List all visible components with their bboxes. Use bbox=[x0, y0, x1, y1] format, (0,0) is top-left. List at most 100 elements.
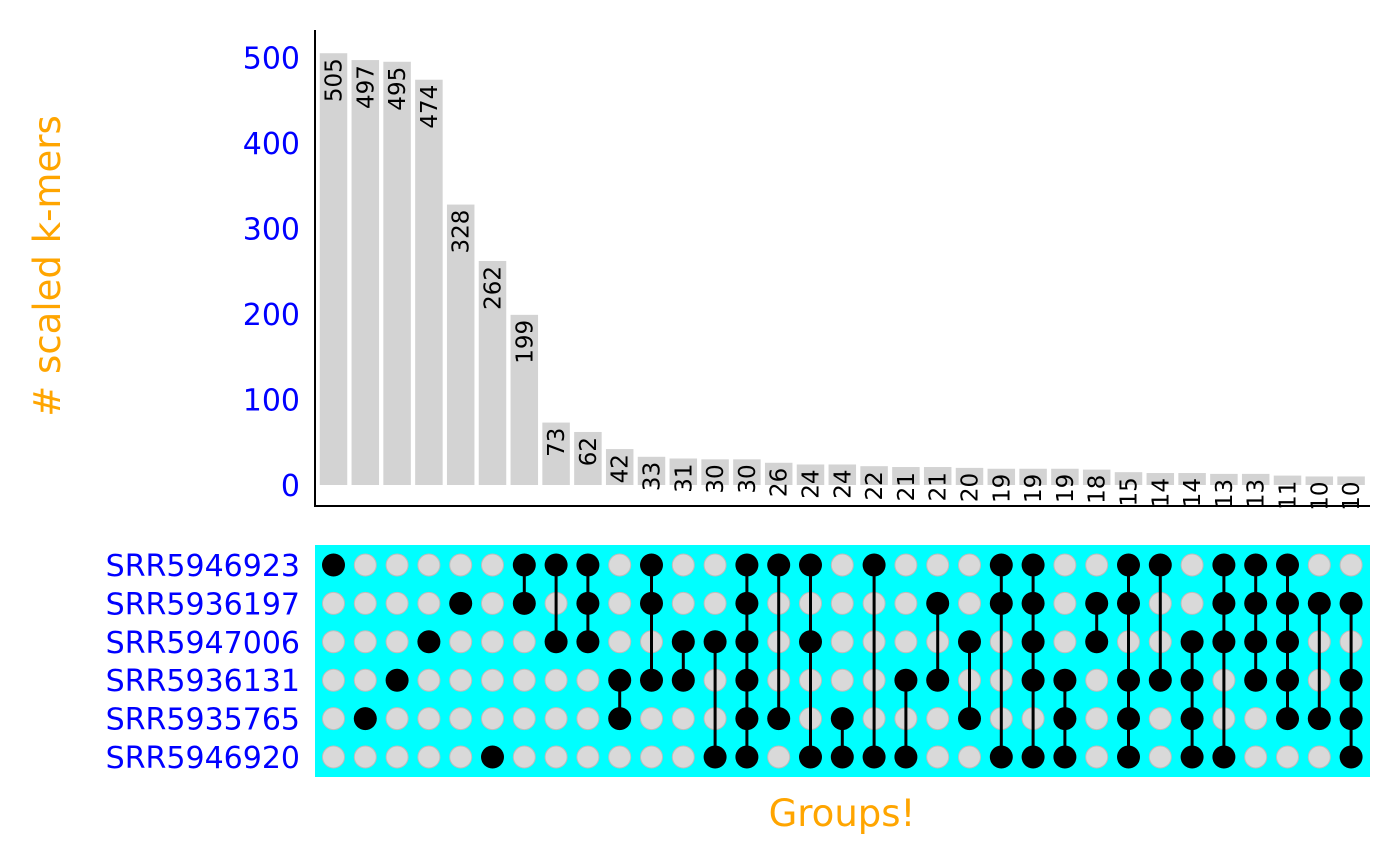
matrix-dot-inactive bbox=[608, 630, 632, 654]
y-tick-label: 300 bbox=[243, 213, 300, 248]
matrix-dot-inactive bbox=[417, 591, 441, 615]
matrix-dot-inactive bbox=[926, 553, 950, 577]
matrix-dot-inactive bbox=[544, 707, 568, 731]
bar-value-label: 10 bbox=[1339, 481, 1365, 510]
matrix-dot-active bbox=[926, 668, 950, 692]
matrix-dot-inactive bbox=[608, 591, 632, 615]
matrix-dot-active bbox=[1276, 630, 1299, 654]
matrix-dot-inactive bbox=[894, 553, 918, 577]
matrix-dot-inactive bbox=[449, 707, 473, 731]
matrix-dot-active bbox=[417, 630, 441, 654]
matrix-dot-active bbox=[830, 707, 854, 731]
matrix-dot-inactive bbox=[322, 630, 345, 654]
matrix-dot-inactive bbox=[449, 630, 473, 654]
bar-value-label: 495 bbox=[385, 67, 411, 111]
matrix-dot-active bbox=[958, 707, 981, 731]
matrix-dot-active bbox=[989, 553, 1013, 577]
y-tick-label: 200 bbox=[243, 298, 300, 333]
matrix-dot-active bbox=[353, 707, 377, 731]
set-label: SRR5946920 bbox=[106, 741, 300, 776]
matrix-dot-active bbox=[926, 591, 950, 615]
matrix-dot-active bbox=[1212, 630, 1236, 654]
matrix-dot-inactive bbox=[1276, 745, 1299, 769]
matrix-dot-active bbox=[1117, 745, 1140, 769]
matrix-dot-active bbox=[544, 630, 568, 654]
bar bbox=[574, 431, 602, 485]
matrix-dot-active bbox=[1085, 630, 1109, 654]
matrix-dot-active bbox=[989, 591, 1013, 615]
bar bbox=[542, 422, 570, 485]
matrix-dot-inactive bbox=[894, 630, 918, 654]
matrix-dot-active bbox=[703, 630, 727, 654]
matrix-dot-inactive bbox=[1180, 553, 1204, 577]
matrix-dot-inactive bbox=[830, 591, 854, 615]
matrix-dot-active bbox=[640, 591, 663, 615]
bar-value-label: 13 bbox=[1244, 479, 1270, 508]
set-label: SRR5936197 bbox=[106, 587, 300, 622]
matrix-dot-active bbox=[1053, 668, 1077, 692]
bar-value-label: 11 bbox=[1276, 481, 1302, 510]
set-label: SRR5936131 bbox=[106, 664, 300, 699]
matrix-dot-active bbox=[1307, 707, 1331, 731]
y-tick-label: 500 bbox=[243, 42, 300, 77]
bar-value-label: 18 bbox=[1085, 475, 1111, 504]
matrix-dot-inactive bbox=[1053, 553, 1077, 577]
matrix-dot-active bbox=[1339, 707, 1363, 731]
matrix-dot-active bbox=[1021, 745, 1045, 769]
matrix-dot-active bbox=[512, 591, 536, 615]
bar bbox=[478, 260, 507, 485]
matrix-dot-active bbox=[1117, 668, 1140, 692]
bar bbox=[701, 459, 729, 485]
matrix-dot-inactive bbox=[353, 668, 377, 692]
matrix-dot-active bbox=[735, 630, 759, 654]
matrix-dot-active bbox=[1212, 591, 1236, 615]
bar-value-label: 19 bbox=[989, 474, 1015, 503]
matrix-dot-active bbox=[608, 707, 632, 731]
matrix-dot-active bbox=[767, 553, 791, 577]
matrix-dot-inactive bbox=[926, 707, 950, 731]
matrix-dot-inactive bbox=[958, 553, 981, 577]
bar-value-label: 15 bbox=[1117, 477, 1143, 506]
bar-value-label: 73 bbox=[544, 428, 570, 457]
matrix-dot-inactive bbox=[385, 707, 409, 731]
matrix-dot-active bbox=[1339, 668, 1363, 692]
matrix-dot-active bbox=[735, 553, 759, 577]
matrix-dot-inactive bbox=[322, 745, 345, 769]
matrix-dot-active bbox=[1117, 707, 1140, 731]
matrix-dot-inactive bbox=[481, 553, 504, 577]
bar-value-label: 42 bbox=[608, 454, 634, 483]
bar-value-label: 22 bbox=[862, 471, 888, 500]
set-label: SRR5947006 bbox=[106, 626, 300, 661]
bar bbox=[955, 467, 984, 485]
matrix-dot-inactive bbox=[417, 668, 441, 692]
matrix-dot-inactive bbox=[767, 745, 791, 769]
matrix-dot-active bbox=[1053, 745, 1077, 769]
matrix-dot-active bbox=[958, 630, 981, 654]
matrix-dot-active bbox=[1212, 745, 1236, 769]
matrix-dot-active bbox=[1117, 591, 1140, 615]
bar-value-label: 62 bbox=[576, 437, 602, 466]
matrix-dot-inactive bbox=[830, 668, 854, 692]
matrix-dot-inactive bbox=[1339, 553, 1363, 577]
matrix-dot-inactive bbox=[481, 630, 504, 654]
matrix-dot-inactive bbox=[417, 745, 441, 769]
matrix-dot-inactive bbox=[671, 591, 695, 615]
y-axis-title: # scaled k-mers bbox=[26, 115, 69, 416]
matrix-dot-inactive bbox=[640, 707, 663, 731]
bar-value-label: 19 bbox=[1053, 474, 1079, 503]
bar-value-label: 474 bbox=[417, 85, 443, 129]
matrix-dot-inactive bbox=[385, 553, 409, 577]
bar bbox=[510, 314, 539, 485]
matrix-dot-inactive bbox=[512, 630, 536, 654]
bar-value-label: 262 bbox=[481, 266, 507, 310]
bar bbox=[1273, 475, 1302, 485]
matrix-dot-inactive bbox=[703, 553, 727, 577]
matrix-dot-inactive bbox=[926, 745, 950, 769]
matrix-dot-inactive bbox=[417, 707, 441, 731]
matrix-dot-inactive bbox=[1244, 745, 1268, 769]
matrix-dot-active bbox=[1180, 745, 1204, 769]
matrix-dot-inactive bbox=[576, 745, 600, 769]
matrix-dot-inactive bbox=[449, 553, 473, 577]
